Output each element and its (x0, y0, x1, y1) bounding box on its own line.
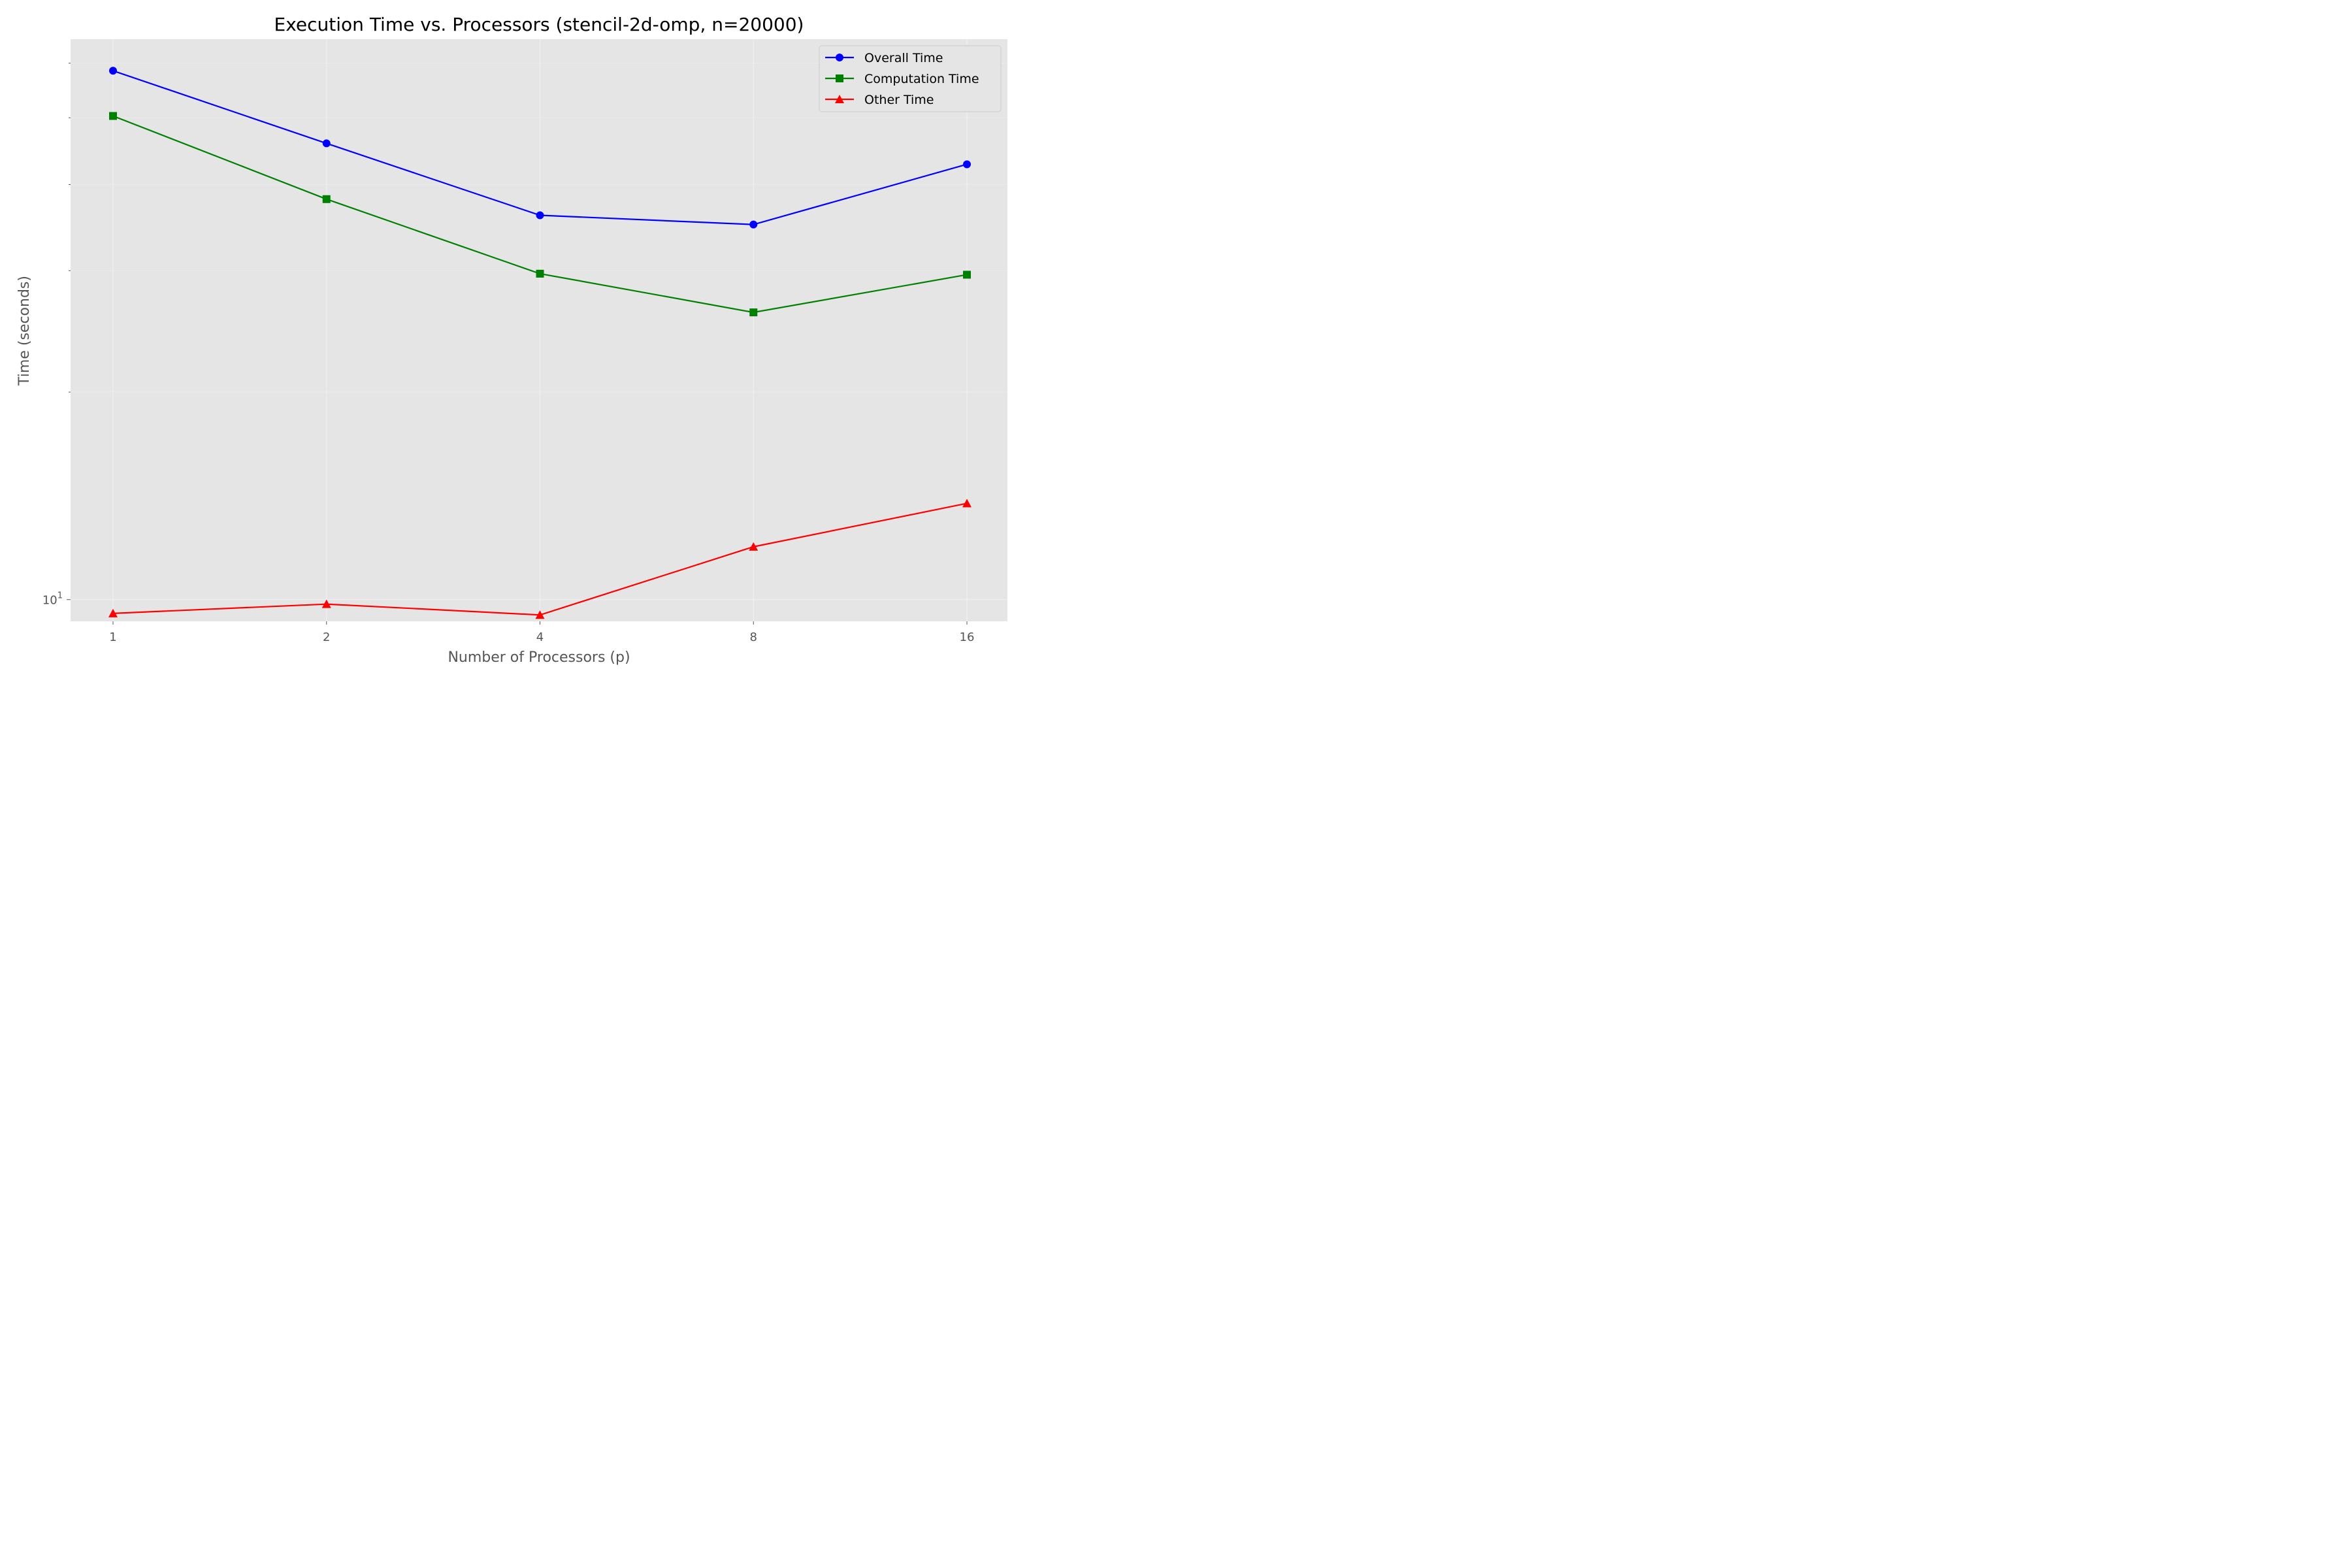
legend-label: Other Time (864, 93, 934, 107)
data-point (963, 270, 971, 279)
data-point (322, 195, 331, 203)
legend-entry: Overall Time (825, 51, 943, 65)
legend-entry: Computation Time (825, 72, 979, 86)
data-point (963, 160, 971, 169)
legend-box (819, 45, 1002, 112)
x-tick-label: 8 (750, 630, 757, 644)
legend-label: Overall Time (864, 51, 943, 65)
legend-entry: Other Time (825, 93, 934, 107)
data-point (109, 67, 117, 75)
legend: Overall Time Computation Time Other Time (819, 45, 1002, 112)
data-point (322, 139, 331, 148)
y-tick-base: 10 (42, 594, 57, 608)
legend-label: Computation Time (864, 72, 979, 86)
x-tick-label: 4 (536, 630, 544, 644)
x-tick-label: 1 (109, 630, 116, 644)
data-point (535, 610, 545, 619)
data-point (109, 112, 117, 120)
y-axis-label: Time (seconds) (16, 276, 33, 386)
series-overall-time (109, 67, 971, 229)
data-point (749, 308, 758, 317)
chart-title: Execution Time vs. Processors (stencil-2… (274, 14, 804, 35)
data-point (108, 608, 118, 617)
data-point (321, 599, 331, 608)
data-point (536, 211, 544, 220)
legend-marker (836, 54, 843, 61)
series-layer (108, 67, 972, 619)
x-tick-label: 16 (960, 630, 975, 644)
legend-marker (835, 95, 844, 103)
legend-marker (836, 74, 843, 82)
x-axis-label: Number of Processors (p) (448, 649, 630, 666)
y-tick-label: 101 (42, 591, 63, 608)
series-computation-time (109, 112, 971, 317)
x-tick-label: 2 (323, 630, 330, 644)
data-point (962, 498, 972, 508)
data-point (749, 542, 759, 551)
plot-area (71, 39, 1007, 621)
y-tick-exponent: 1 (57, 591, 63, 601)
data-point (536, 269, 544, 278)
data-point (749, 220, 758, 229)
series-other-time (108, 498, 972, 619)
